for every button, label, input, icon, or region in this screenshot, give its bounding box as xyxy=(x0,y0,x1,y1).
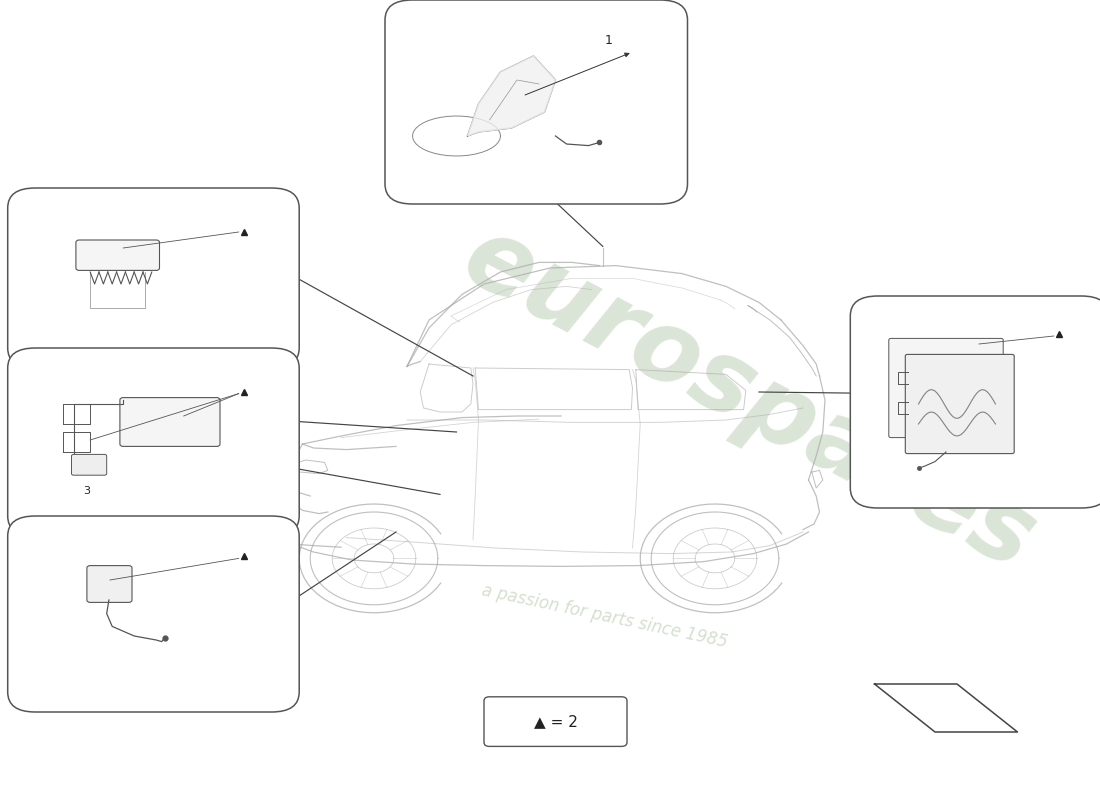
FancyBboxPatch shape xyxy=(484,697,627,746)
FancyBboxPatch shape xyxy=(850,296,1100,508)
Polygon shape xyxy=(874,684,1018,732)
Polygon shape xyxy=(468,56,556,136)
Text: ▲ = 2: ▲ = 2 xyxy=(534,714,578,729)
FancyBboxPatch shape xyxy=(8,348,299,536)
Text: eurospares: eurospares xyxy=(446,209,1050,591)
FancyBboxPatch shape xyxy=(120,398,220,446)
FancyBboxPatch shape xyxy=(8,516,299,712)
FancyBboxPatch shape xyxy=(72,454,107,475)
FancyBboxPatch shape xyxy=(889,338,1003,438)
Text: 1: 1 xyxy=(605,34,613,47)
FancyBboxPatch shape xyxy=(8,188,299,368)
FancyBboxPatch shape xyxy=(385,0,688,204)
FancyBboxPatch shape xyxy=(905,354,1014,454)
FancyBboxPatch shape xyxy=(87,566,132,602)
Text: a passion for parts since 1985: a passion for parts since 1985 xyxy=(481,581,729,651)
FancyBboxPatch shape xyxy=(76,240,160,270)
Text: 3: 3 xyxy=(84,486,90,495)
